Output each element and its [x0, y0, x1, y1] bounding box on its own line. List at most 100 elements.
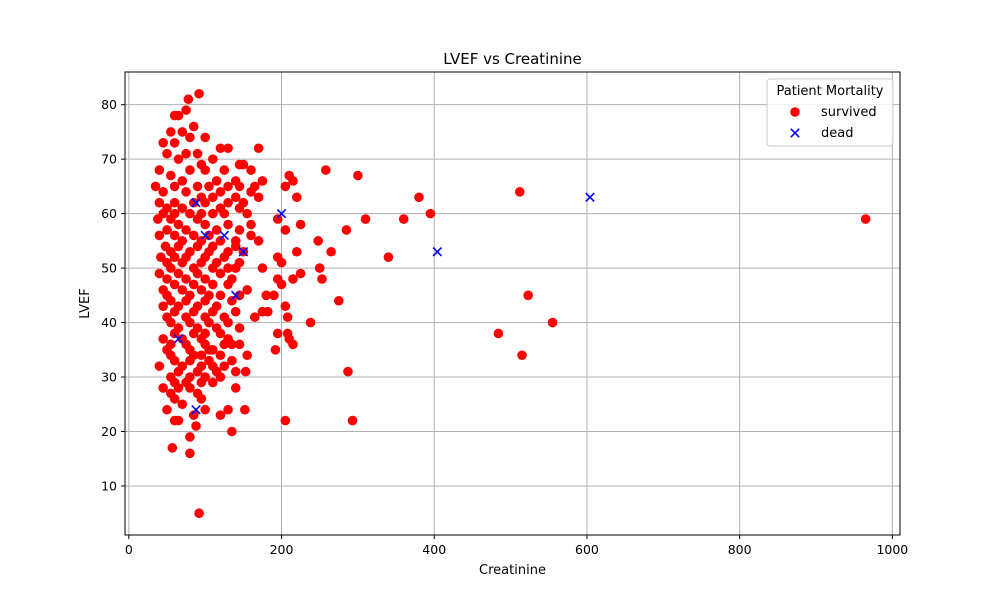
point-survived — [215, 372, 226, 382]
point-survived — [166, 317, 176, 328]
point-survived — [262, 306, 273, 317]
point-survived — [326, 246, 336, 257]
point-survived — [185, 383, 195, 393]
point-survived — [353, 170, 363, 181]
point-survived — [208, 377, 218, 388]
point-survived — [196, 394, 207, 404]
point-survived — [291, 246, 302, 257]
point-survived — [517, 350, 527, 361]
point-survived — [215, 187, 226, 197]
legend: Patient Mortality survived dead — [766, 78, 894, 147]
point-survived — [514, 187, 525, 197]
point-survived — [347, 415, 358, 426]
point-survived — [230, 241, 241, 252]
point-survived — [177, 399, 188, 410]
point-survived — [169, 252, 180, 262]
point-survived — [223, 143, 233, 154]
point-survived — [227, 355, 237, 366]
x-tick-label: 1000 — [876, 542, 908, 557]
point-survived — [181, 148, 191, 159]
x-axis-label: Creatinine — [479, 563, 546, 578]
point-survived — [181, 105, 191, 115]
point-survived — [185, 165, 195, 175]
point-survived — [204, 317, 214, 328]
point-survived — [246, 219, 256, 230]
legend-x-marker — [790, 128, 800, 138]
y-tick-label: 70 — [101, 152, 117, 167]
point-survived — [234, 323, 245, 333]
point-survived — [223, 263, 233, 273]
legend-marker-survived — [790, 107, 800, 117]
point-survived — [153, 214, 163, 224]
y-tick-label: 60 — [101, 206, 117, 221]
point-survived — [211, 176, 222, 186]
point-survived — [305, 317, 316, 328]
point-survived — [177, 285, 188, 295]
point-survived — [196, 285, 207, 295]
point-survived — [257, 263, 268, 273]
point-survived — [242, 350, 252, 361]
point-survived — [253, 143, 264, 154]
point-survived — [215, 290, 226, 301]
point-dead — [219, 230, 230, 241]
point-survived — [208, 154, 218, 164]
point-dead — [238, 246, 249, 257]
point-survived — [162, 225, 172, 235]
point-survived — [185, 132, 195, 143]
point-survived — [223, 219, 233, 230]
point-survived — [188, 279, 199, 290]
point-survived — [181, 274, 191, 284]
point-survived — [215, 328, 226, 339]
point-survived — [333, 295, 344, 306]
point-survived — [219, 361, 230, 371]
point-survived — [230, 383, 241, 393]
point-survived — [219, 339, 230, 350]
point-survived — [234, 225, 245, 235]
point-survived — [219, 252, 230, 262]
point-survived — [196, 350, 207, 361]
point-survived — [208, 279, 218, 290]
point-survived — [223, 197, 233, 208]
point-survived — [280, 181, 291, 192]
point-survived — [383, 252, 394, 262]
point-survived — [223, 279, 233, 290]
y-tick-label: 10 — [101, 478, 117, 493]
point-survived — [185, 355, 195, 366]
point-survived — [360, 214, 371, 224]
point-survived — [219, 208, 230, 219]
point-survived — [280, 301, 291, 312]
point-survived — [215, 410, 226, 420]
point-survived — [185, 317, 195, 328]
x-tick-label: 600 — [575, 542, 599, 557]
point-survived — [253, 236, 264, 246]
point-survived — [158, 187, 168, 197]
y-axis: 10 20 30 40 50 60 70 80 — [101, 97, 125, 493]
point-survived — [169, 394, 180, 404]
point-survived — [270, 345, 281, 355]
point-survived — [154, 165, 165, 175]
point-survived — [169, 230, 180, 241]
point-survived — [250, 312, 260, 322]
point-survived — [261, 290, 272, 301]
point-survived — [215, 143, 226, 154]
point-survived — [173, 268, 184, 279]
point-survived — [158, 383, 168, 393]
point-survived — [230, 263, 241, 273]
y-axis-label: LVEF — [78, 288, 93, 318]
point-survived — [208, 345, 218, 355]
point-survived — [162, 404, 172, 415]
point-survived — [154, 268, 165, 279]
point-survived — [288, 339, 298, 350]
point-survived — [227, 426, 237, 437]
point-survived — [169, 355, 180, 366]
point-survived — [280, 225, 291, 235]
point-survived — [154, 361, 165, 371]
x-tick-label: 200 — [270, 542, 294, 557]
x-tick-label: 400 — [422, 542, 446, 557]
point-survived — [185, 432, 195, 442]
point-survived — [167, 443, 178, 453]
point-survived — [314, 263, 325, 273]
point-survived — [223, 404, 233, 415]
grid-lines — [125, 72, 900, 535]
point-survived — [158, 301, 168, 312]
